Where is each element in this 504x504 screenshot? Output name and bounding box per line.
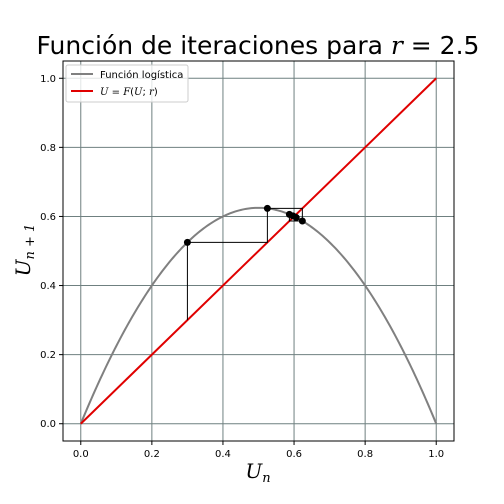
y-tick-label: 0.2 xyxy=(40,350,56,361)
plot-area xyxy=(62,60,455,442)
legend-box xyxy=(65,64,189,103)
x-tick-label: 0.8 xyxy=(357,449,373,460)
chart-title-var: r xyxy=(391,31,405,60)
cobweb-point xyxy=(289,212,297,220)
x-tick-label: 0.2 xyxy=(144,449,160,460)
y-tick-label: 1.0 xyxy=(40,74,56,85)
x-tick-label: 0.4 xyxy=(215,449,231,460)
y-tick-label: 0.0 xyxy=(40,419,56,430)
y-tick-label: 0.6 xyxy=(40,212,56,223)
chart-title: Función de iteraciones para r = 2.5 xyxy=(37,31,480,60)
x-tick-label: 0.0 xyxy=(73,449,89,460)
cobweb-point xyxy=(183,238,191,246)
y-axis-label-base: U xyxy=(11,258,35,276)
plot-frame xyxy=(62,60,455,442)
series-identity-line xyxy=(80,77,437,425)
x-tick-label: 1.0 xyxy=(428,449,444,460)
y-tick-label: 0.8 xyxy=(40,143,56,154)
series-layer xyxy=(79,77,438,425)
cobweb-point xyxy=(298,217,306,225)
x-axis-ticks: 0.0 0.2 0.4 0.6 0.8 1.0 xyxy=(73,441,444,460)
cobweb-layer xyxy=(183,204,306,321)
x-tick-label: 0.6 xyxy=(286,449,302,460)
y-axis-label-sub: n + 1 xyxy=(23,224,38,260)
chart-title-prefix: Función de iteraciones para xyxy=(37,31,391,60)
series-logistic-curve xyxy=(79,206,438,425)
chart-title-suffix: = 2.5 xyxy=(403,31,480,60)
cobweb-point xyxy=(263,204,271,212)
grid-layer xyxy=(63,61,454,441)
y-axis-label: Un + 1 xyxy=(11,224,38,277)
x-axis-label: Un xyxy=(245,459,270,486)
y-tick-label: 0.4 xyxy=(40,281,56,292)
legend: Función logística U = F(U; r) xyxy=(65,64,189,103)
x-axis-label-sub: n xyxy=(262,471,270,486)
y-axis-ticks: 0.0 0.2 0.4 0.6 0.8 1.0 xyxy=(40,74,63,430)
legend-label-identity: U = F(U; r) xyxy=(100,87,158,98)
legend-label-logistic: Función logística xyxy=(100,69,183,81)
x-axis-label-base: U xyxy=(245,459,263,483)
